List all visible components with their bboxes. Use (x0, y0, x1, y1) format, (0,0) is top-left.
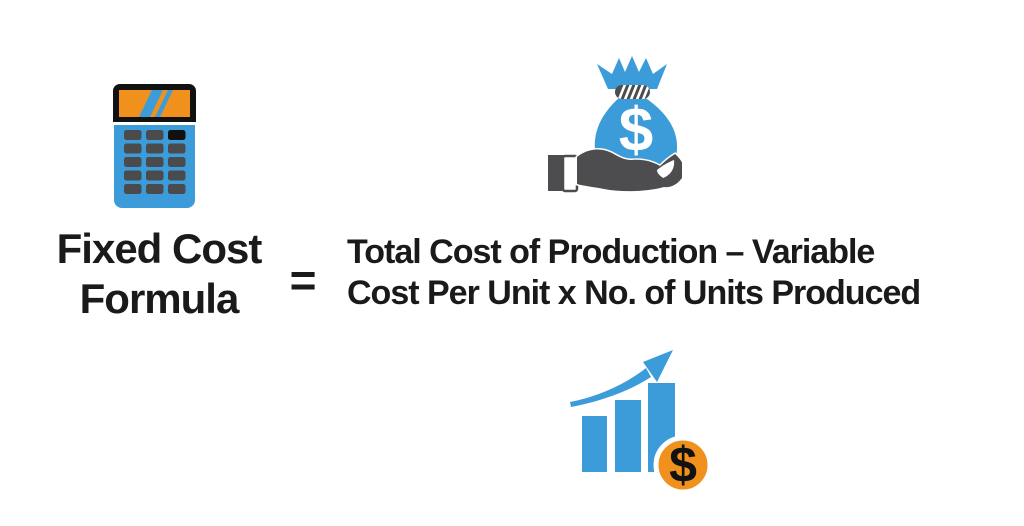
equals-sign: = (289, 254, 317, 306)
growth-arrow (570, 350, 673, 407)
formula-line-1: Total Cost of Production – Variable (347, 233, 875, 271)
calculator-screen (119, 90, 190, 117)
bag-dollar-sign: $ (619, 96, 653, 165)
title-line-1: Fixed Cost (56, 225, 263, 272)
money-bag-in-hand-icon: $ (548, 56, 682, 193)
finger-notch (657, 160, 675, 178)
calculator-keys (124, 130, 186, 194)
formula-text: Total Cost of Production – Variable Cost… (347, 232, 921, 314)
bag-gathered-top (597, 56, 667, 89)
calculator-icon (113, 84, 196, 208)
dollar-coin: $ (653, 435, 712, 494)
title-line-2: Formula (79, 275, 240, 322)
holding-hand (548, 148, 682, 193)
coin-dollar-sign: $ (669, 437, 697, 493)
hand-sleeve (548, 155, 564, 191)
screen-glare-stripes (139, 90, 173, 117)
hand-cuff (561, 154, 579, 193)
hand-palm (575, 148, 682, 193)
calculator-key-dark (168, 130, 186, 140)
growth-bar-chart-dollar-icon: $ (570, 350, 712, 494)
page-title: Fixed Cost Formula (18, 224, 300, 324)
formula-line-2: Cost Per Unit x No. of Units Produced (347, 274, 921, 312)
